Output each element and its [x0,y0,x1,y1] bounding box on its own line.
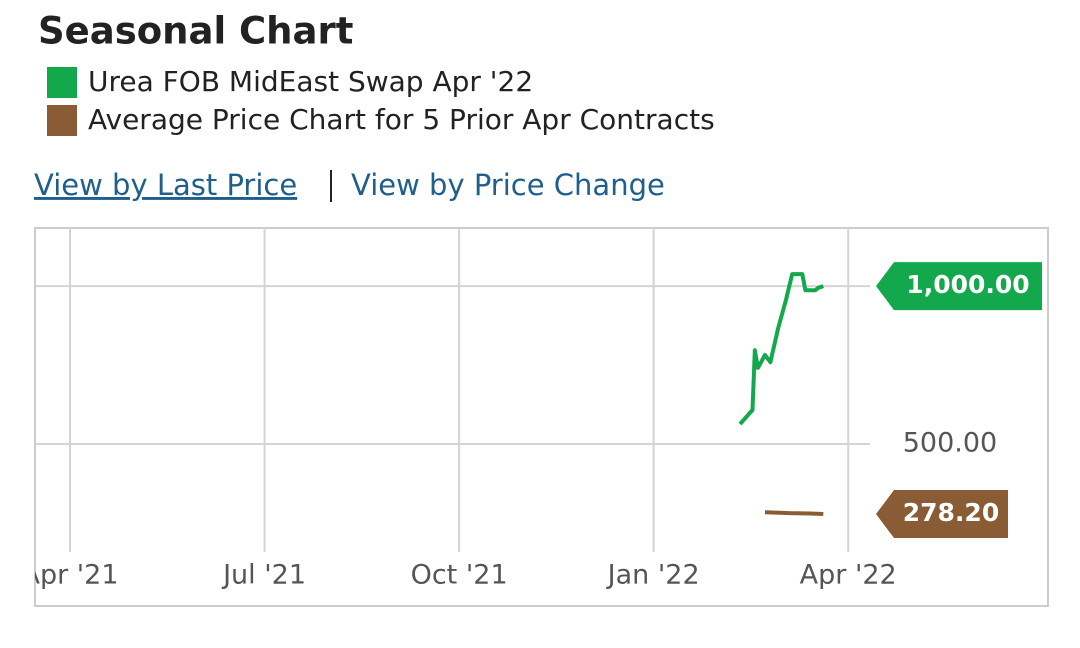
series-line [764,510,824,517]
legend-label: Average Price Chart for 5 Prior Apr Cont… [88,103,715,136]
value-label: 1,000.00 [906,270,1029,299]
x-tick-label: Apr '21 [21,560,118,591]
chart-title: Seasonal Chart [38,10,353,53]
legend-swatch [47,105,77,136]
x-tick-label: Jan '22 [606,560,700,591]
value-badge [876,490,1008,539]
x-axis: Apr '21 Jul '21 Oct '21 Jan '22 Apr '22 [21,560,897,591]
x-tick-label: Oct '21 [411,560,508,591]
legend-swatch [47,67,77,98]
value-badge [876,262,1042,311]
view-link[interactable]: View by Last Price [34,168,297,202]
chart-frame [34,227,1049,607]
view-link[interactable]: View by Price Change [351,168,665,202]
series-line [738,272,824,426]
x-tick-label: Apr '22 [800,560,897,591]
legend-label: Urea FOB MidEast Swap Apr '22 [88,65,533,98]
x-tick-label: Jul '21 [221,560,306,591]
legend: Urea FOB MidEast Swap Apr '22 Average Pri… [47,65,715,136]
value-label: 278.20 [903,498,999,527]
y-tick-label: 500.00 [903,428,997,459]
